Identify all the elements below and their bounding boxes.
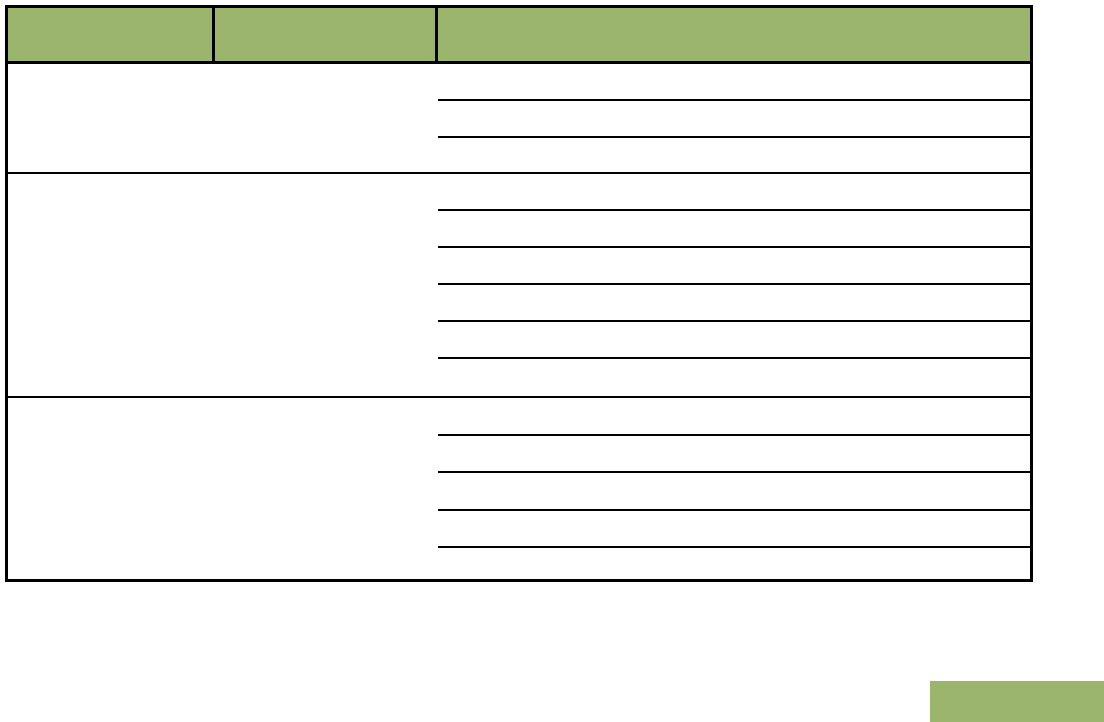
table-row [8, 174, 1030, 398]
table-cell-col3 [438, 64, 1030, 172]
table-row [8, 398, 1030, 585]
table-subrow[interactable] [438, 436, 1030, 473]
form-table-inner [8, 8, 1030, 579]
table-cell-col1[interactable] [8, 398, 215, 585]
table-subrow[interactable] [438, 248, 1030, 285]
table-header-cell-2 [215, 8, 438, 61]
table-subrow[interactable] [438, 359, 1030, 396]
table-header-cell-1 [8, 8, 215, 61]
table-subrow[interactable] [438, 211, 1030, 248]
table-cell-col2[interactable] [215, 174, 438, 396]
table-header-cell-3 [438, 8, 1030, 61]
table-cell-col3 [438, 174, 1030, 396]
table-subrow[interactable] [438, 101, 1030, 138]
form-table [5, 5, 1033, 582]
table-header-row [8, 8, 1030, 64]
table-subrow[interactable] [438, 473, 1030, 511]
table-subrow[interactable] [438, 398, 1030, 436]
table-cell-col1[interactable] [8, 64, 215, 172]
table-subrow[interactable] [438, 64, 1030, 101]
table-subrow[interactable] [438, 511, 1030, 548]
table-row [8, 64, 1030, 174]
table-subrow[interactable] [438, 322, 1030, 359]
table-body [8, 64, 1030, 579]
table-subrow[interactable] [438, 548, 1030, 585]
table-cell-col2[interactable] [215, 398, 438, 585]
table-cell-col1[interactable] [8, 174, 215, 396]
table-subrow[interactable] [438, 285, 1030, 322]
table-subrow[interactable] [438, 174, 1030, 211]
footer-accent-block [930, 681, 1104, 722]
table-cell-col2[interactable] [215, 64, 438, 172]
table-cell-col3 [438, 398, 1030, 585]
table-subrow[interactable] [438, 138, 1030, 172]
